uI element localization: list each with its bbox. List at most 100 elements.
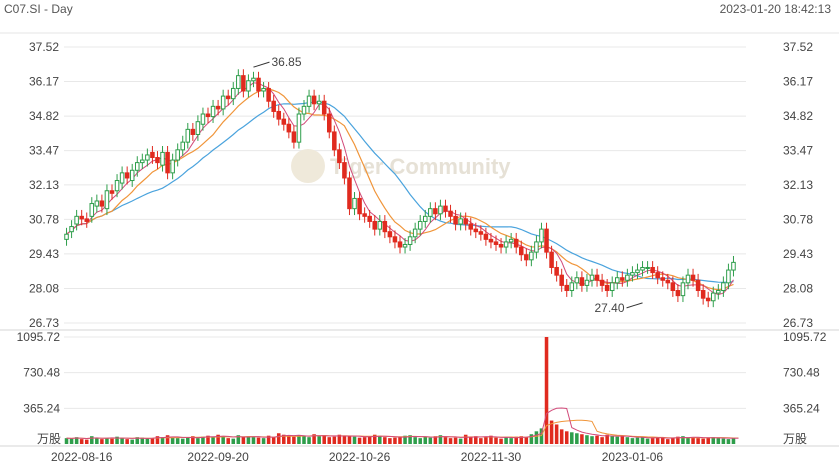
- price-tick-right: 37.52: [783, 40, 813, 54]
- volume-bar: [640, 437, 645, 444]
- volume-bar: [357, 437, 362, 444]
- annotation-leader: [626, 302, 643, 309]
- candle-body: [609, 282, 615, 292]
- volume-bar: [494, 437, 498, 444]
- price-tick-left: 29.43: [29, 247, 59, 261]
- candle-body: [230, 87, 236, 100]
- volume-bar: [120, 438, 124, 444]
- volume-bar: [342, 436, 347, 444]
- volume-tick-right: 1095.72: [783, 330, 827, 344]
- volume-bar: [180, 438, 185, 444]
- volume-bar: [484, 436, 488, 444]
- volume-bar: [292, 436, 296, 444]
- candle-body: [296, 113, 302, 143]
- candle-body: [635, 269, 640, 274]
- candle-body: [367, 215, 372, 222]
- volume-bar: [726, 439, 731, 444]
- candle-body: [488, 238, 494, 243]
- candle-body: [710, 292, 716, 302]
- candle-body: [124, 172, 130, 179]
- volume-bar: [463, 434, 468, 444]
- candle-body: [225, 95, 231, 100]
- volume-bar: [660, 437, 665, 444]
- volume-bar: [221, 436, 225, 444]
- candle-body: [443, 205, 448, 212]
- candle-body: [286, 123, 292, 133]
- annotation-low-label: 27.40: [594, 301, 624, 315]
- candle-body: [584, 279, 590, 286]
- volume-bar: [559, 429, 564, 444]
- date-tick: 2023-01-06: [602, 450, 664, 464]
- candle-body: [473, 228, 479, 233]
- candle-body: [685, 274, 691, 284]
- volume-tick-left: 730.48: [23, 366, 60, 380]
- volume-bar: [155, 436, 160, 444]
- candle-body: [352, 197, 357, 210]
- volume-bar: [448, 438, 453, 444]
- candle-body: [463, 218, 468, 225]
- candle-body: [433, 208, 438, 215]
- volume-bar: [352, 436, 357, 444]
- candle-body: [422, 215, 428, 222]
- candle-body: [205, 113, 211, 118]
- volume-bar: [524, 437, 529, 444]
- candle-body: [134, 162, 140, 171]
- volume-bar: [620, 435, 625, 444]
- volume-bar: [251, 437, 256, 444]
- volume-bar: [458, 438, 463, 444]
- volume-bar: [534, 431, 539, 444]
- price-tick-right: 33.47: [783, 144, 813, 158]
- candle-body: [195, 121, 201, 135]
- volume-bar: [337, 434, 342, 444]
- price-tick-right: 36.17: [783, 75, 813, 89]
- candle-body: [210, 105, 216, 118]
- volume-bar: [408, 435, 412, 444]
- candle-body: [215, 105, 221, 110]
- candle-body: [160, 151, 165, 166]
- candle-body: [529, 251, 534, 261]
- volume-bar: [721, 438, 726, 444]
- candle-body: [645, 266, 650, 269]
- volume-bar: [150, 438, 155, 444]
- ma-long-line: [66, 101, 734, 283]
- volume-bar: [630, 438, 635, 444]
- candle-body: [104, 190, 110, 210]
- candle-body: [453, 215, 458, 225]
- volume-bar: [575, 433, 579, 444]
- candle-body: [190, 128, 196, 135]
- candle-body: [316, 100, 322, 105]
- candle-body: [342, 162, 347, 179]
- volume-bar: [509, 438, 513, 444]
- candle-body: [503, 241, 509, 248]
- volume-bar: [438, 435, 443, 444]
- volume-bar: [378, 435, 382, 444]
- candle-body: [150, 151, 155, 159]
- candle-body: [261, 87, 266, 92]
- volume-bar: [332, 436, 337, 444]
- candle-body: [675, 290, 681, 297]
- candle-body: [347, 177, 352, 210]
- volume-bar: [256, 437, 261, 444]
- volume-bar: [276, 433, 281, 444]
- candle-body: [731, 261, 736, 271]
- volume-bar: [383, 437, 387, 444]
- candle-body: [326, 113, 332, 133]
- volume-bar: [549, 420, 554, 444]
- volume-bar: [453, 437, 458, 444]
- volume-bar: [423, 436, 428, 444]
- candle-body: [483, 233, 489, 240]
- volume-bar: [140, 437, 145, 444]
- candle-body: [266, 87, 271, 102]
- volume-bar: [514, 436, 518, 444]
- volume-bar: [625, 437, 630, 444]
- candle-body: [721, 282, 726, 292]
- candle-body: [99, 200, 105, 207]
- candle-body: [625, 274, 630, 281]
- volume-bar: [716, 438, 721, 444]
- candle-body: [438, 205, 443, 215]
- candle-body: [468, 223, 474, 230]
- price-tick-right: 32.13: [783, 178, 813, 192]
- candle-body: [498, 243, 504, 248]
- candle-body: [271, 100, 276, 112]
